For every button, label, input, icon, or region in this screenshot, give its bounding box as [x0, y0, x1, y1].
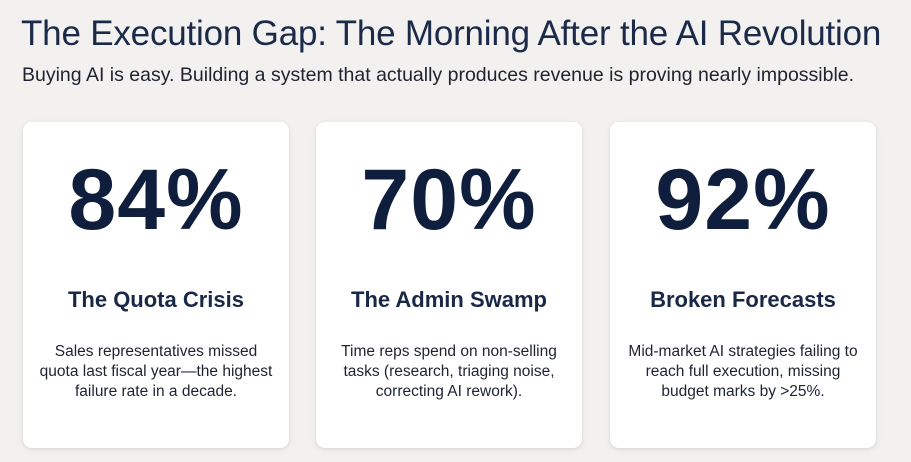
- stat-heading: Broken Forecasts: [650, 287, 836, 312]
- stat-description: Mid-market AI strategies failing to reac…: [628, 343, 858, 400]
- page-title: The Execution Gap: The Morning After the…: [21, 14, 882, 53]
- stat-value: 92%: [655, 152, 831, 248]
- stat-heading: The Quota Crisis: [67, 287, 245, 312]
- stat-cards: 84% The Quota Crisis Sales representativ…: [23, 122, 877, 452]
- page-subtitle: Buying AI is easy. Building a system tha…: [22, 64, 855, 86]
- stat-card-quota-crisis: 84% The Quota Crisis Sales representativ…: [23, 122, 289, 448]
- stat-card-admin-swamp: 70% The Admin Swamp Time reps spend on n…: [316, 122, 582, 448]
- stat-heading: The Admin Swamp: [351, 287, 547, 312]
- stat-description: Sales representatives missed quota last …: [39, 343, 273, 400]
- stat-card-broken-forecasts: 92% Broken Forecasts Mid-market AI strat…: [610, 122, 876, 448]
- stat-description: Time reps spend on non-selling tasks (re…: [341, 343, 557, 400]
- stat-value: 70%: [361, 152, 537, 248]
- stat-value: 84%: [68, 152, 244, 248]
